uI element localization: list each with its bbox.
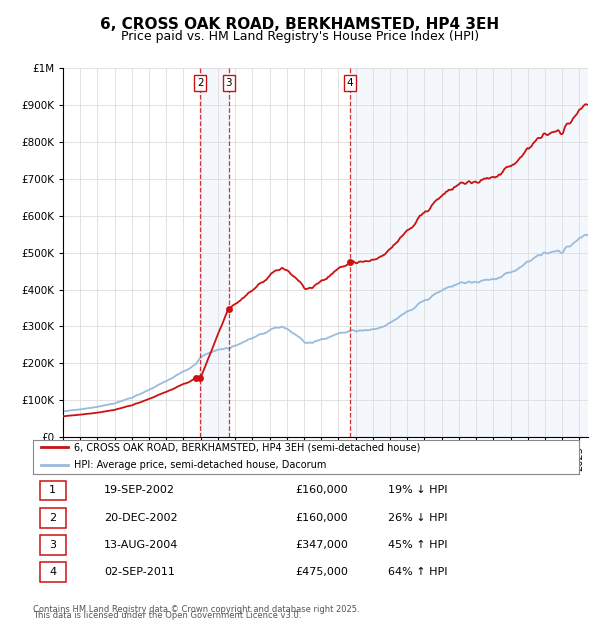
Text: 6, CROSS OAK ROAD, BERKHAMSTED, HP4 3EH: 6, CROSS OAK ROAD, BERKHAMSTED, HP4 3EH [100,17,500,32]
Text: 4: 4 [347,78,353,88]
Text: 26% ↓ HPI: 26% ↓ HPI [388,513,448,523]
Text: 4: 4 [49,567,56,577]
FancyBboxPatch shape [40,480,66,500]
Text: HPI: Average price, semi-detached house, Dacorum: HPI: Average price, semi-detached house,… [74,460,326,470]
Text: £160,000: £160,000 [295,485,348,495]
Text: 13-AUG-2004: 13-AUG-2004 [104,540,178,550]
FancyBboxPatch shape [40,562,66,582]
Text: £475,000: £475,000 [295,567,348,577]
Text: 3: 3 [49,540,56,550]
Text: This data is licensed under the Open Government Licence v3.0.: This data is licensed under the Open Gov… [33,611,301,620]
Text: 6, CROSS OAK ROAD, BERKHAMSTED, HP4 3EH (semi-detached house): 6, CROSS OAK ROAD, BERKHAMSTED, HP4 3EH … [74,442,421,452]
Text: 64% ↑ HPI: 64% ↑ HPI [388,567,448,577]
Text: 45% ↑ HPI: 45% ↑ HPI [388,540,448,550]
Text: Contains HM Land Registry data © Crown copyright and database right 2025.: Contains HM Land Registry data © Crown c… [33,605,359,614]
FancyBboxPatch shape [40,508,66,528]
Text: 3: 3 [225,78,232,88]
Text: Price paid vs. HM Land Registry's House Price Index (HPI): Price paid vs. HM Land Registry's House … [121,30,479,43]
Text: 19-SEP-2002: 19-SEP-2002 [104,485,175,495]
Text: 1: 1 [49,485,56,495]
Text: 2: 2 [197,78,203,88]
Text: 2: 2 [49,513,56,523]
Text: £160,000: £160,000 [295,513,348,523]
Bar [200,68,229,437]
Text: 20-DEC-2002: 20-DEC-2002 [104,513,178,523]
Text: 19% ↓ HPI: 19% ↓ HPI [388,485,448,495]
FancyBboxPatch shape [40,535,66,555]
Bar [350,68,588,437]
Text: £347,000: £347,000 [295,540,348,550]
Text: 02-SEP-2011: 02-SEP-2011 [104,567,175,577]
